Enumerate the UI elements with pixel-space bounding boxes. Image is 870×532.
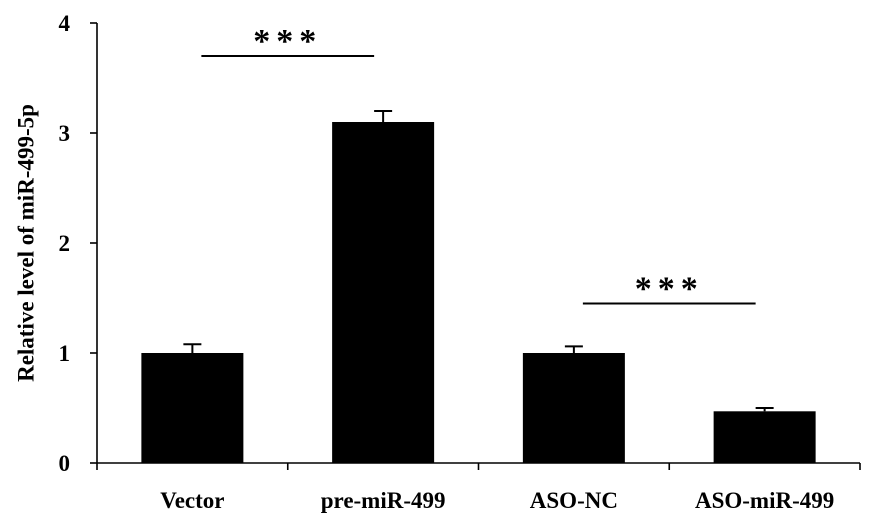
bar-0 [141,353,244,463]
significance-annotations: *** *** [201,23,756,308]
y-tick-label: 3 [59,121,71,146]
significance-stars: *** [635,271,704,308]
y-axis-label: Relative level of miR-499-5p [13,104,38,382]
bar-3 [713,411,816,463]
y-tick-label: 4 [59,11,71,36]
significance-stars: *** [253,23,322,60]
bars [141,122,816,463]
x-tick-label: Vector [160,488,224,513]
y-tick-label: 1 [59,341,71,366]
bar-2 [522,353,625,463]
error-bars [183,110,774,412]
y-tick-label: 2 [59,231,71,256]
y-tick-label: 0 [59,451,71,476]
x-tick-label: pre-miR-499 [321,488,446,513]
bar-1 [332,122,435,463]
x-tick-label: ASO-NC [530,488,618,513]
x-tick-label: ASO-miR-499 [695,488,834,513]
ticks: 0 1 2 3 4 Vector pre-miR-499 ASO-NC ASO-miR-499 [59,11,861,513]
